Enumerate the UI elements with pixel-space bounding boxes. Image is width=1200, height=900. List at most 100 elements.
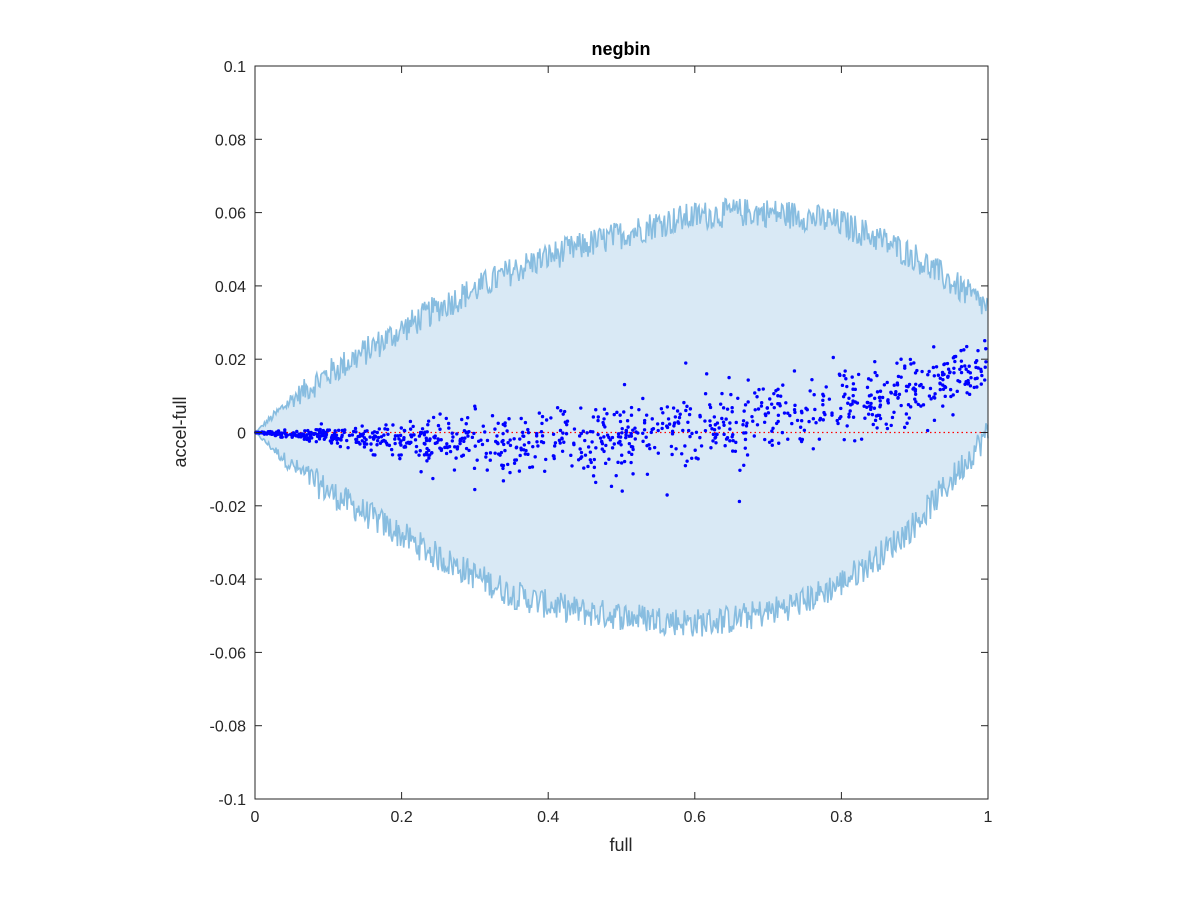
scatter-point: [425, 459, 429, 463]
scatter-point: [645, 443, 649, 448]
x-axis-ticks: 0 0.2 0.4 0.6 0.8 1: [251, 66, 993, 826]
scatter-point: [596, 432, 600, 437]
scatter-point: [757, 387, 761, 392]
scatter-point: [519, 416, 523, 421]
scatter-point: [496, 452, 501, 456]
scatter-point: [466, 434, 470, 438]
scatter-point: [770, 438, 774, 443]
scatter-point: [576, 458, 581, 462]
scatter-point: [602, 449, 606, 454]
scatter-point: [674, 447, 678, 451]
scatter-point: [896, 374, 901, 379]
scatter-point: [328, 439, 333, 443]
scatter-point: [681, 428, 685, 433]
scatter-point: [424, 451, 429, 455]
scatter-point: [338, 437, 342, 441]
scatter-point: [856, 372, 861, 377]
scatter-point: [314, 427, 318, 432]
scatter-point: [889, 423, 893, 428]
scatter-point: [402, 428, 407, 433]
scatter-point: [926, 373, 930, 377]
scatter-point: [670, 429, 675, 433]
scatter-point: [451, 435, 455, 439]
scatter-point: [499, 450, 504, 455]
scatter-point: [720, 416, 724, 421]
scatter-point: [927, 394, 932, 398]
scatter-point: [913, 397, 917, 401]
scatter-point: [688, 434, 692, 439]
scatter-point: [708, 405, 713, 410]
scatter-point: [408, 427, 413, 431]
scatter-point: [551, 454, 556, 458]
scatter-point: [514, 446, 519, 450]
scatter-point: [771, 426, 775, 430]
scatter-point: [711, 432, 716, 437]
scatter-point: [906, 403, 911, 407]
scatter-point: [552, 444, 557, 448]
scatter-point: [586, 464, 590, 469]
scatter-point: [422, 453, 427, 457]
scatter-point: [398, 456, 402, 461]
scatter-point: [813, 407, 817, 412]
scatter-point: [583, 438, 587, 443]
scatter-point: [655, 422, 660, 426]
scatter-point: [967, 364, 971, 368]
scatter-point: [896, 395, 900, 400]
scatter-point: [629, 405, 634, 410]
scatter-point: [501, 466, 505, 471]
scatter-point: [698, 413, 702, 418]
scatter-point: [402, 437, 406, 442]
scatter-point: [827, 397, 832, 401]
scatter-point: [540, 421, 544, 426]
scatter-point: [599, 439, 604, 444]
scatter-point: [464, 446, 469, 451]
scatter-point: [693, 448, 697, 452]
scatter-point: [438, 427, 442, 431]
scatter-point: [724, 417, 728, 421]
scatter-point: [952, 371, 956, 375]
x-axis-label: full: [609, 835, 632, 855]
y-tick-label: 0.06: [215, 206, 246, 223]
scatter-point: [798, 437, 802, 441]
scatter-point: [602, 423, 606, 427]
scatter-point: [386, 432, 390, 437]
scatter-point: [365, 429, 369, 433]
scatter-point: [620, 453, 624, 457]
scatter-point: [641, 396, 645, 401]
scatter-point: [642, 421, 647, 425]
scatter-point: [965, 344, 969, 349]
scatter-point: [763, 412, 768, 416]
scatter-point: [873, 359, 877, 364]
scatter-point: [518, 437, 522, 441]
scatter-point: [508, 443, 513, 448]
scatter-point: [458, 437, 463, 442]
scatter-point: [699, 444, 704, 448]
scatter-point: [742, 409, 746, 413]
scatter-point: [690, 431, 694, 436]
scatter-point: [733, 449, 738, 453]
scatter-point: [745, 421, 749, 425]
scatter-point: [465, 416, 470, 420]
scatter-point: [362, 436, 367, 440]
scatter-point: [845, 424, 849, 428]
scatter-point: [979, 367, 983, 371]
scatter-point: [850, 375, 854, 379]
scatter-point: [351, 429, 356, 434]
scatter-point: [384, 423, 388, 427]
scatter-point: [780, 430, 785, 435]
scatter-point: [472, 431, 476, 436]
x-tick-label: 0.6: [684, 809, 706, 826]
scatter-point: [687, 412, 692, 417]
scatter-point: [959, 348, 963, 353]
scatter-point: [650, 417, 654, 421]
scatter-point: [807, 419, 811, 424]
scatter-point: [622, 410, 626, 414]
scatter-point: [736, 396, 740, 400]
scatter-point: [610, 446, 615, 450]
scatter-point: [439, 438, 443, 442]
scatter-point: [904, 384, 909, 388]
scatter-point: [371, 453, 375, 457]
scatter-point: [821, 394, 826, 398]
scatter-point: [766, 411, 771, 415]
